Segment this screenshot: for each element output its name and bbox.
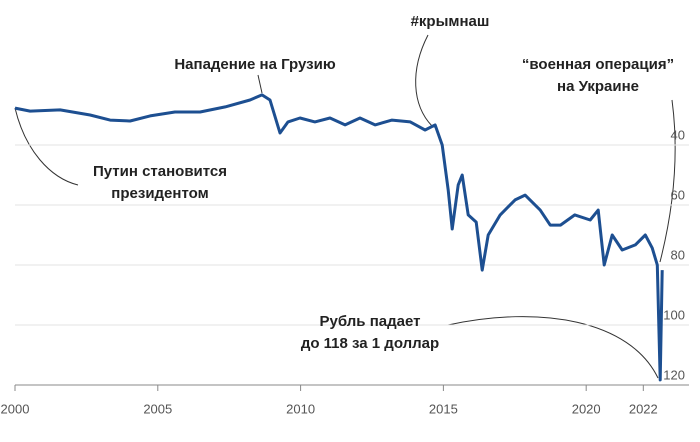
x-tick-label: 2010 [286, 401, 315, 416]
leader-line [659, 99, 676, 263]
annotation: #крымнаш [411, 13, 490, 30]
annotation: на Украине [557, 78, 639, 95]
y-tick-label: 100 [663, 307, 685, 322]
x-tick-label: 2000 [1, 401, 30, 416]
x-tick-label: 2015 [429, 401, 458, 416]
annotation: Нападение на Грузию [174, 56, 336, 73]
y-tick-label: 40 [671, 127, 685, 142]
data-line [14, 93, 664, 382]
annotation: до 118 за 1 доллар [301, 335, 439, 352]
leader-line [415, 34, 433, 127]
leader-line [14, 107, 79, 186]
x-tick-label: 2005 [143, 401, 172, 416]
x-tick-label: 2020 [572, 401, 601, 416]
annotation: президентом [111, 185, 208, 202]
annotation: “военная операция” [522, 56, 674, 73]
y-tick-label: 120 [663, 367, 685, 382]
y-tick-label: 60 [671, 187, 685, 202]
annotation: Рубль падает [320, 313, 421, 330]
annotation: Путин становится [93, 163, 227, 180]
leader-line [257, 74, 263, 94]
y-tick-label: 80 [671, 247, 685, 262]
x-tick-label: 2022 [629, 401, 658, 416]
leader-line [447, 316, 659, 379]
